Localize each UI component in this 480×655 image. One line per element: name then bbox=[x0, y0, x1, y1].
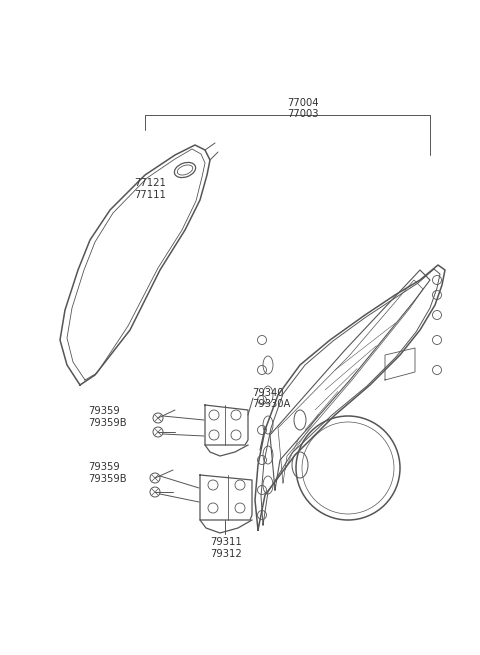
Text: 79359B: 79359B bbox=[88, 474, 127, 484]
Text: 79311: 79311 bbox=[210, 537, 242, 547]
Text: 77111: 77111 bbox=[134, 190, 166, 200]
Text: 79359B: 79359B bbox=[88, 418, 127, 428]
Text: 77003: 77003 bbox=[287, 109, 319, 119]
Text: 79359: 79359 bbox=[88, 462, 120, 472]
Text: 79312: 79312 bbox=[210, 549, 242, 559]
Text: 77004: 77004 bbox=[287, 98, 319, 108]
Text: 79340: 79340 bbox=[252, 388, 284, 398]
Text: 77121: 77121 bbox=[134, 178, 166, 188]
Text: 79330A: 79330A bbox=[252, 399, 290, 409]
Text: 79359: 79359 bbox=[88, 406, 120, 416]
